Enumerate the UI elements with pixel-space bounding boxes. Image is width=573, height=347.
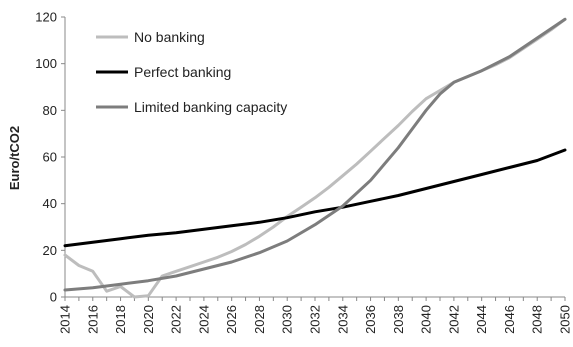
x-tick-label: 2016 — [85, 305, 100, 334]
x-tick-label: 2020 — [141, 305, 156, 334]
x-tick-label: 2014 — [58, 305, 73, 334]
legend: No banking Perfect banking Limited banking… — [96, 29, 287, 115]
x-tick-label: 2028 — [252, 305, 267, 334]
x-tick-label: 2018 — [113, 305, 128, 334]
series-lines — [63, 17, 567, 299]
x-tick-labels: 2014 2016 2018 2020 2022 2024 2026 2028 2030 2032… — [58, 305, 573, 334]
x-tick-label: 2048 — [530, 305, 545, 334]
axes — [61, 16, 566, 301]
x-tick-label: 2046 — [502, 305, 517, 334]
x-tick-label: 2042 — [446, 305, 461, 334]
x-tick-label: 2044 — [474, 305, 489, 334]
x-tick-label: 2026 — [224, 305, 239, 334]
series-line-perfect-banking — [63, 148, 567, 248]
series-line-limited-banking-capacity — [63, 17, 567, 292]
y-tick-labels: 0 20 40 60 80 100 120 — [35, 10, 57, 305]
legend-label: Perfect banking — [134, 64, 231, 80]
x-tick-label: 2030 — [280, 305, 295, 334]
y-tick-label: 120 — [35, 10, 57, 25]
y-axis-title: Euro/tCO2 — [7, 126, 22, 190]
y-tick-label: 60 — [43, 150, 57, 165]
legend-label: No banking — [134, 29, 205, 45]
x-tick-label: 2040 — [419, 305, 434, 334]
y-tick-label: 40 — [43, 196, 57, 211]
x-tick-label: 2024 — [196, 305, 211, 334]
x-tick-label: 2022 — [169, 305, 184, 334]
x-tick-label: 2032 — [308, 305, 323, 334]
y-tick-label: 20 — [43, 243, 57, 258]
x-tick-label: 2036 — [363, 305, 378, 334]
legend-label: Limited banking capacity — [134, 99, 287, 115]
x-tick-label: 2038 — [391, 305, 406, 334]
x-tick-label: 2034 — [335, 305, 350, 334]
y-tick-label: 100 — [35, 56, 57, 71]
series-line-no-banking — [63, 17, 567, 299]
x-tick-label: 2050 — [558, 305, 573, 334]
y-tick-label: 0 — [50, 290, 57, 305]
y-tick-label: 80 — [43, 103, 57, 118]
